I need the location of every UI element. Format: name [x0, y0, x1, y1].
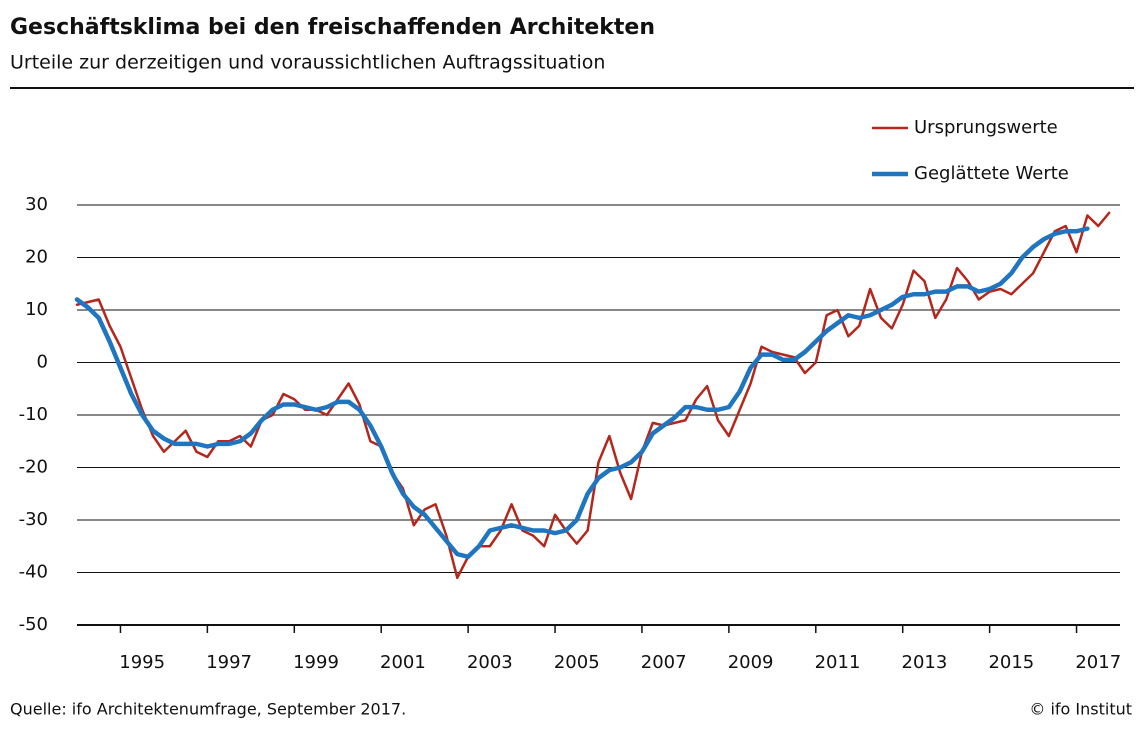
x-tick-label: 2007 [641, 652, 687, 673]
x-tick-label: 2013 [902, 652, 948, 673]
x-tick-label: 2001 [380, 652, 426, 673]
y-tick-label: 0 [37, 352, 48, 373]
series-line [75, 211, 1111, 579]
x-tick-label: 1995 [119, 652, 165, 673]
y-tick-label: -30 [19, 509, 48, 530]
y-tick-label: -20 [19, 457, 48, 478]
x-tick-label: 2003 [467, 652, 513, 673]
y-tick-label: 10 [25, 299, 48, 320]
y-tick-label: -40 [19, 562, 48, 583]
source: Quelle: ifo Architektenumfrage, Septembe… [10, 700, 406, 719]
x-tick-label: 1999 [293, 652, 339, 673]
legend-label: Geglättete Werte [914, 163, 1069, 184]
credit: © ifo Institut [1029, 700, 1132, 719]
x-tick-label: 2015 [988, 652, 1034, 673]
y-tick-label: -50 [19, 614, 48, 635]
legend-label: Ursprungswerte [914, 117, 1058, 138]
chart-title: Geschäftsklima bei den freischaffenden A… [10, 15, 655, 40]
x-tick-label: 2017 [1075, 652, 1121, 673]
y-tick-label: 30 [25, 194, 48, 215]
x-tick-label: 1997 [206, 652, 252, 673]
chart-subtitle: Urteile zur derzeitigen und voraussichtl… [10, 52, 605, 74]
x-tick-label: 2011 [815, 652, 861, 673]
series-line [74, 226, 1090, 559]
x-tick-label: 2005 [554, 652, 600, 673]
y-tick-label: 20 [25, 247, 48, 268]
y-tick-label: -10 [19, 404, 48, 425]
x-tick-label: 2009 [728, 652, 774, 673]
